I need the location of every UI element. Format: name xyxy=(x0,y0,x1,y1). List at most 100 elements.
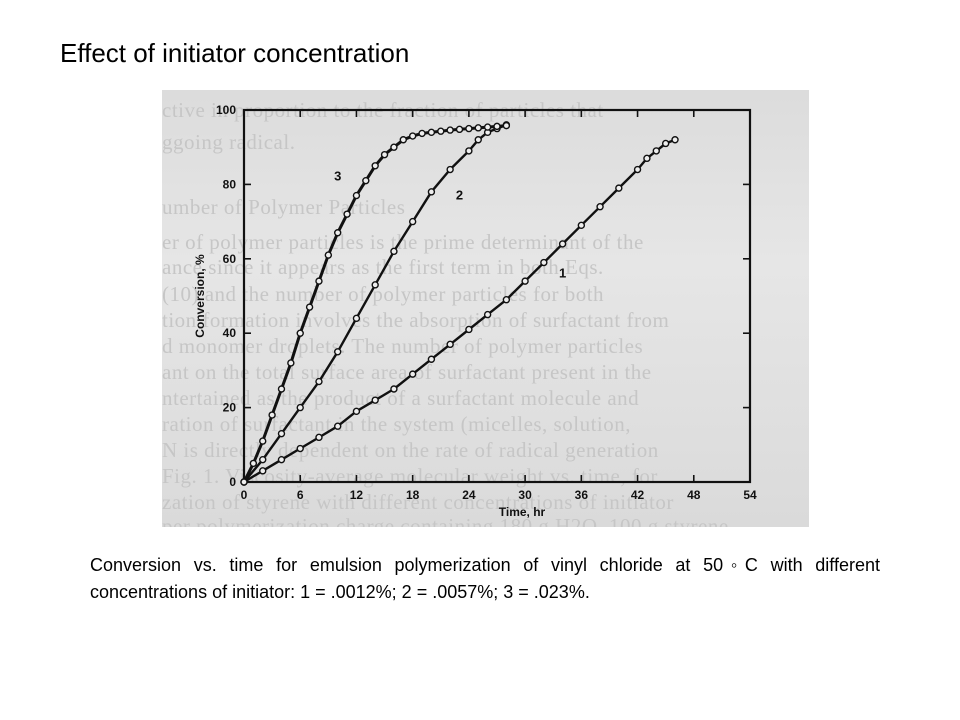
data-point-series-2 xyxy=(427,188,436,196)
data-point-series-2 xyxy=(352,314,361,323)
data-point-series-2 xyxy=(277,429,286,438)
data-point-series-3 xyxy=(399,136,407,144)
data-point-series-1 xyxy=(465,325,473,334)
scanned-figure: ctive in proportion to the fraction of p… xyxy=(162,90,809,527)
data-point-series-1 xyxy=(408,370,417,378)
data-point-series-1 xyxy=(352,407,361,416)
x-axis-label: Time, hr xyxy=(499,505,546,519)
data-point-series-3 xyxy=(305,303,314,311)
data-point-series-1 xyxy=(671,136,679,144)
bleed-through-line: umber of Polymer Particles xyxy=(162,195,406,219)
data-point-series-1 xyxy=(259,467,267,475)
data-point-series-1 xyxy=(446,340,454,349)
y-tick-label: 100 xyxy=(216,103,236,117)
data-point-series-1 xyxy=(502,296,511,304)
data-point-series-1 xyxy=(390,385,398,393)
bleed-through-line: d monomer droplets. The number of polyme… xyxy=(162,334,644,358)
data-point-series-2 xyxy=(315,377,323,386)
x-tick-label: 42 xyxy=(631,488,645,502)
x-tick-label: 24 xyxy=(462,488,476,502)
series-label-2: 2 xyxy=(456,187,463,202)
data-point-series-2 xyxy=(408,217,417,226)
data-point-series-3 xyxy=(277,385,286,393)
x-tick-label: 30 xyxy=(518,488,532,502)
x-tick-label: 36 xyxy=(575,488,589,502)
data-point-series-1 xyxy=(633,165,642,174)
data-point-series-3 xyxy=(427,128,436,137)
bleed-through-line: ntertained as the product of a surfactan… xyxy=(162,386,640,410)
data-point-series-1 xyxy=(577,221,586,230)
data-point-series-2 xyxy=(390,247,398,256)
data-point-series-2 xyxy=(259,455,267,464)
series-line-2 xyxy=(243,123,507,483)
bleed-through-line: ggoing radical. xyxy=(162,130,296,154)
data-point-series-3 xyxy=(315,277,323,285)
y-tick-label: 40 xyxy=(223,326,237,340)
data-point-series-2 xyxy=(446,165,454,174)
data-point-series-3 xyxy=(296,329,304,337)
data-point-series-3 xyxy=(362,176,370,185)
series-label-3: 3 xyxy=(334,169,341,184)
data-point-series-1 xyxy=(540,258,548,267)
x-tick-label: 18 xyxy=(406,488,420,502)
figure-caption: Conversion vs. time for emulsion polymer… xyxy=(90,555,880,602)
data-point-series-3 xyxy=(446,126,454,134)
data-point-series-1 xyxy=(371,396,379,404)
data-point-series-3 xyxy=(408,132,417,140)
data-point-series-3 xyxy=(343,210,351,218)
x-tick-label: 6 xyxy=(297,488,304,502)
data-point-series-1 xyxy=(652,147,660,155)
data-point-series-3 xyxy=(259,437,267,445)
bleed-through-line: ration of surfactant in the system (mice… xyxy=(162,412,631,436)
series-label-1: 1 xyxy=(559,265,566,280)
data-point-series-2 xyxy=(474,136,482,144)
data-point-series-3 xyxy=(474,124,482,132)
data-point-series-3 xyxy=(371,162,379,170)
data-point-series-3 xyxy=(268,411,276,419)
data-point-series-3 xyxy=(455,125,464,134)
x-tick-label: 12 xyxy=(350,488,364,502)
data-point-series-3 xyxy=(352,191,361,200)
y-axis-label: Conversion, % xyxy=(193,254,207,338)
data-point-series-3 xyxy=(249,459,258,468)
data-point-series-1 xyxy=(483,310,492,319)
data-point-series-1 xyxy=(615,184,623,192)
x-tick-label: 0 xyxy=(241,488,248,502)
bleed-through-line: zation of styrene with different concent… xyxy=(162,490,674,514)
data-point-series-2 xyxy=(465,147,473,155)
y-tick-label: 0 xyxy=(229,475,236,489)
y-tick-label: 20 xyxy=(223,401,237,415)
data-point-series-1 xyxy=(277,455,286,464)
data-point-series-3 xyxy=(390,143,398,151)
data-point-series-3 xyxy=(493,122,501,131)
series-line-3 xyxy=(242,124,507,483)
bleed-through-line: per polymerization charge containing 180… xyxy=(162,514,729,527)
data-point-series-1 xyxy=(643,154,651,163)
data-point-series-2 xyxy=(334,348,342,356)
plot-frame xyxy=(242,108,752,484)
bleed-through-line: tion formation involves the absorption o… xyxy=(162,308,670,332)
data-point-series-3 xyxy=(380,150,389,159)
bleed-through-line: (10) and the number of polymer particles… xyxy=(162,282,605,306)
data-point-series-1 xyxy=(427,355,436,363)
y-tick-label: 60 xyxy=(223,252,237,266)
x-tick-label: 48 xyxy=(687,488,701,502)
data-point-series-3 xyxy=(437,127,445,135)
slide-title: Effect of initiator concentration xyxy=(60,38,410,68)
y-tick-label: 80 xyxy=(223,177,237,191)
data-point-series-1 xyxy=(334,422,342,430)
data-point-series-3 xyxy=(502,121,511,130)
data-point-series-1 xyxy=(661,139,670,148)
data-point-series-3 xyxy=(240,478,248,486)
data-point-series-1 xyxy=(315,433,323,442)
data-point-series-3 xyxy=(287,359,295,367)
data-point-series-3 xyxy=(324,251,333,259)
data-point-series-1 xyxy=(296,444,304,453)
data-point-series-1 xyxy=(596,203,604,211)
data-point-series-3 xyxy=(334,229,342,237)
data-point-series-3 xyxy=(465,124,473,133)
data-point-series-3 xyxy=(483,123,492,131)
data-point-series-1 xyxy=(521,277,529,285)
data-point-series-2 xyxy=(296,403,304,412)
data-point-series-1 xyxy=(558,240,567,248)
